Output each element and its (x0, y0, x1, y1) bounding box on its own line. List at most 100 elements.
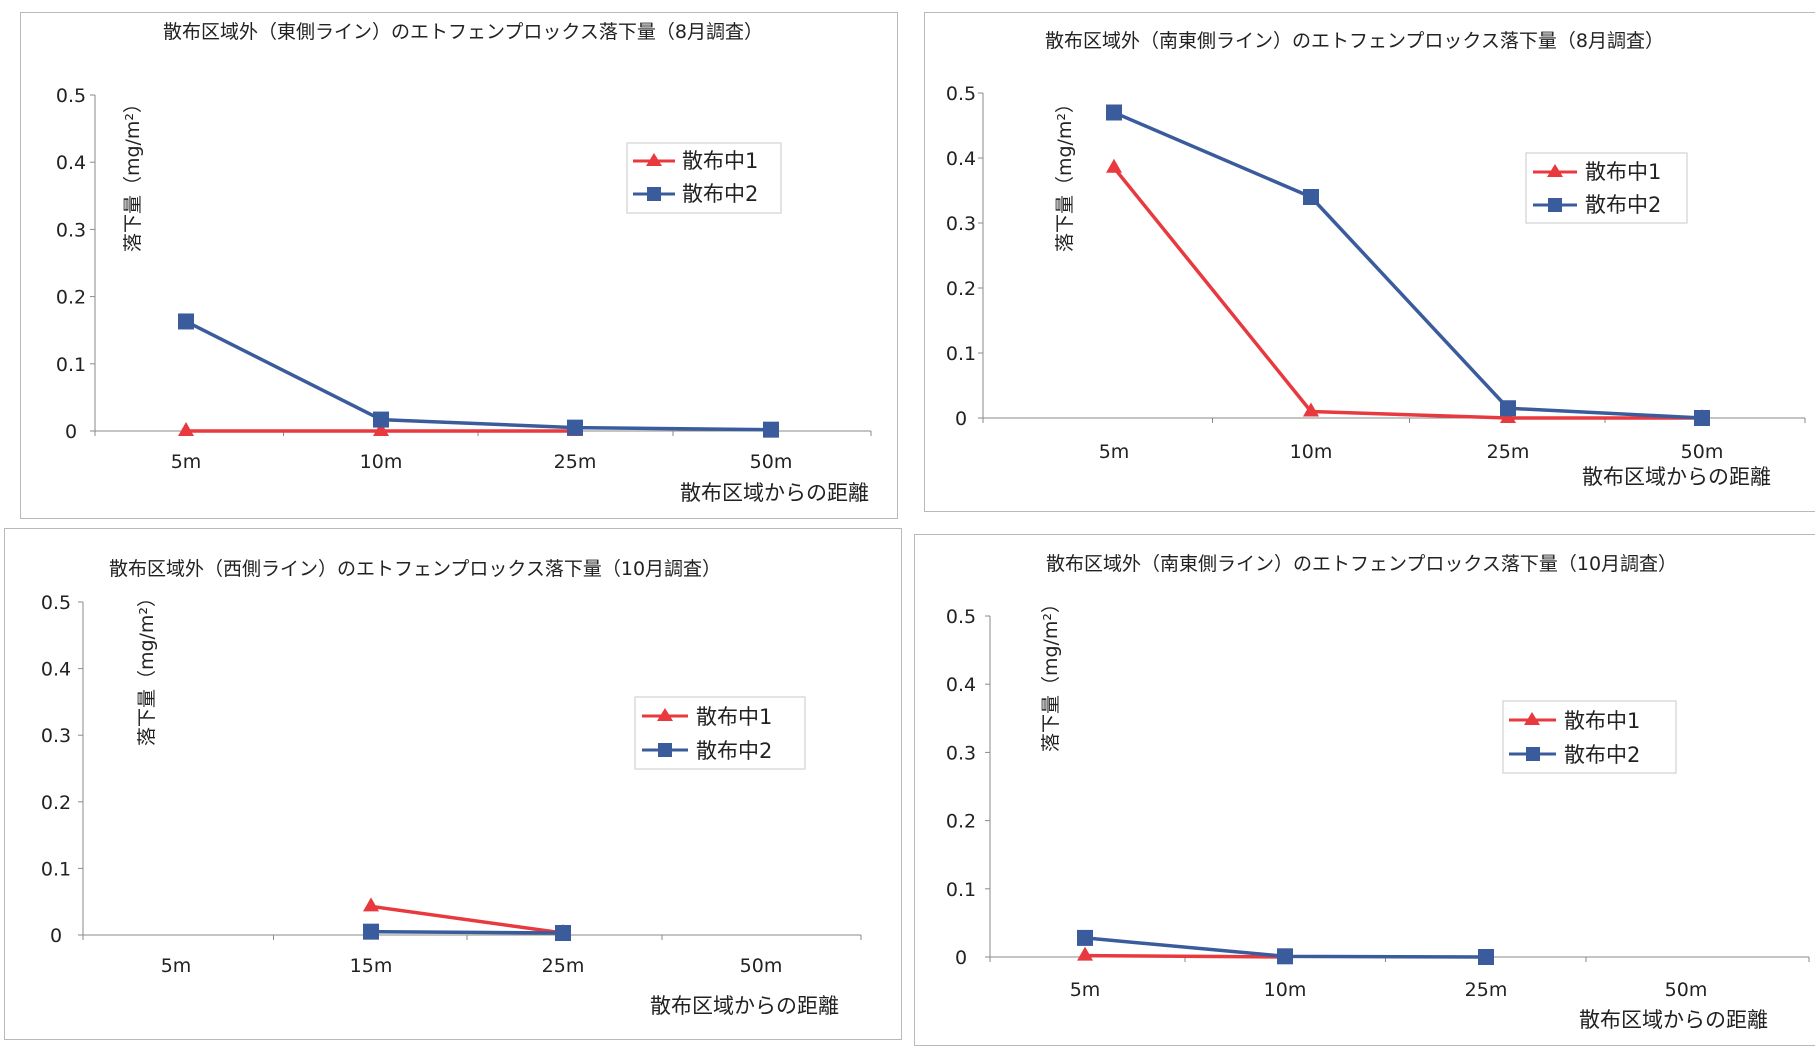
series-line-1 (1084, 953, 1286, 959)
y-axis-label: 落下量（mg/m²） (136, 588, 158, 746)
legend-triangle-marker (1547, 164, 1563, 177)
chart-panel-east-august: 散布区域外（東側ライン）のエトフェンプロックス落下量（8月調査） 0.5 0.4 0… (20, 12, 898, 519)
data-point-triangle (363, 897, 379, 912)
y-tick-label: 0.4 (946, 674, 976, 696)
y-tick-label: 0.4 (41, 659, 71, 681)
y-axis: 0.5 0.4 0.3 0.2 0.1 0 (56, 85, 96, 443)
chart-title: 散布区域外（南東側ライン）のエトフェンプロックス落下量（8月調査） (1045, 30, 1664, 52)
y-tick-label: 0.2 (56, 287, 86, 309)
chart-title: 散布区域外（南東側ライン）のエトフェンプロックス落下量（10月調査） (1046, 553, 1677, 575)
y-tick-label: 0.3 (946, 213, 976, 235)
y-axis: 0.5 0.4 0.3 0.2 0.1 0 (946, 606, 991, 969)
y-tick-label: 0.2 (946, 811, 976, 833)
y-axis-label: 落下量（mg/m²） (122, 94, 144, 252)
x-tick-label: 15m (350, 955, 393, 977)
legend-square-marker (647, 187, 661, 201)
data-point-square (1694, 410, 1710, 426)
chart-panel-west-october: 散布区域外（西側ライン）のエトフェンプロックス落下量（10月調査） 0.5 0.4… (4, 528, 902, 1040)
y-tick-label: 0 (50, 925, 62, 947)
series-layer (1077, 929, 1494, 965)
x-axis-label: 散布区域からの距離 (680, 481, 869, 505)
chart-svg: 散布区域外（東側ライン）のエトフェンプロックス落下量（8月調査） 0.50.40… (56, 21, 872, 505)
chart-panel-southeast-august: 散布区域外（南東側ライン）のエトフェンプロックス落下量（8月調査） 0.5 0.4… (924, 12, 1815, 512)
legend-label-series-1: 散布中1 (1585, 160, 1661, 184)
x-tick-label: 50m (1681, 441, 1724, 463)
y-tick-label: 0.3 (946, 742, 976, 764)
x-tick-label: 5m (171, 451, 202, 473)
legend-label-series-2: 散布中2 (696, 739, 772, 763)
legend-label-series-2: 散布中2 (1585, 193, 1661, 217)
x-tick-label: 50m (1665, 979, 1708, 1001)
data-point-square (763, 421, 779, 438)
x-axis-label: 散布区域からの距離 (1579, 1008, 1768, 1032)
y-tick-label: 0.5 (946, 606, 976, 628)
x-axis: 5m 10m 25m 50m (989, 956, 1810, 1001)
x-axis-label: 散布区域からの距離 (1582, 465, 1771, 489)
data-point-triangle (373, 422, 389, 436)
y-tick-label: 0.4 (56, 152, 86, 174)
legend-label-series-2: 散布中2 (682, 182, 758, 206)
legend: 散布中1 散布中2 (1525, 152, 1688, 224)
data-point-square (567, 419, 583, 436)
y-tick-label: 0.1 (946, 879, 976, 901)
x-tick-label: 50m (740, 955, 783, 977)
data-point-square (1106, 104, 1122, 121)
x-tick-label: 25m (1465, 979, 1508, 1001)
data-point-triangle (1303, 402, 1319, 417)
x-tick-label: 5m (161, 955, 192, 977)
series-layer (1106, 104, 1710, 426)
data-point-square (373, 411, 389, 428)
legend-label-series-1: 散布中1 (1564, 709, 1640, 733)
legend-label-series-1: 散布中1 (696, 705, 772, 729)
x-axis: 5m 15m 25m 50m (82, 934, 862, 977)
y-axis-label: 落下量（mg/m²） (1054, 94, 1076, 252)
chart-title: 散布区域外（西側ライン）のエトフェンプロックス落下量（10月調査） (109, 558, 721, 580)
y-tick-label: 0.1 (56, 354, 86, 376)
legend-square-marker (1548, 198, 1562, 212)
x-tick-label: 10m (1264, 979, 1307, 1001)
data-point-square (555, 925, 571, 942)
data-point-triangle (1077, 946, 1093, 961)
legend: 散布中1 散布中2 (634, 696, 806, 770)
series-line-1 (370, 904, 564, 935)
legend-square-marker (1526, 747, 1540, 761)
legend: 散布中1 散布中2 (1502, 700, 1677, 774)
y-axis: 0.5 0.4 0.3 0.2 0.1 0 (946, 83, 984, 430)
y-tick-label: 0 (65, 421, 77, 443)
x-tick-label: 10m (360, 451, 403, 473)
data-point-square (178, 313, 194, 330)
y-tick-label: 0.3 (41, 725, 71, 747)
series-layer (178, 313, 779, 438)
x-axis: 5m 10m 25m 50m (94, 430, 872, 473)
data-point-triangle (178, 422, 194, 436)
y-tick-label: 0 (955, 947, 967, 969)
x-tick-label: 50m (750, 451, 793, 473)
data-point-square (1478, 949, 1494, 965)
series-line-1 (1112, 166, 1702, 420)
legend-triangle-marker (1524, 712, 1540, 725)
series-line-2 (1113, 110, 1703, 420)
y-tick-label: 0.3 (56, 219, 86, 241)
y-axis: 0.5 0.4 0.3 0.2 0.1 0 (41, 592, 84, 947)
data-point-square (1303, 189, 1319, 205)
series-layer (363, 897, 571, 942)
legend-label-series-2: 散布中2 (1564, 743, 1640, 767)
y-tick-label: 0.2 (946, 278, 976, 300)
legend-box (626, 142, 782, 214)
x-tick-label: 5m (1070, 979, 1101, 1001)
series-line-2 (370, 929, 564, 935)
y-tick-label: 0 (955, 408, 967, 430)
legend-label-series-1: 散布中1 (682, 149, 758, 173)
data-point-square (1077, 929, 1093, 946)
y-tick-label: 0.1 (41, 858, 71, 880)
data-point-triangle (1106, 158, 1122, 173)
legend-square-marker (658, 743, 672, 757)
series-line-2 (185, 319, 772, 432)
x-tick-label: 10m (1290, 441, 1333, 463)
y-tick-label: 0.5 (946, 83, 976, 105)
y-tick-label: 0.2 (41, 792, 71, 814)
x-axis: 5m 10m 25m 50m (982, 417, 1806, 463)
chart-title: 散布区域外（東側ライン）のエトフェンプロックス落下量（8月調査） (163, 21, 763, 43)
data-point-square (1500, 400, 1516, 417)
x-tick-label: 25m (554, 451, 597, 473)
